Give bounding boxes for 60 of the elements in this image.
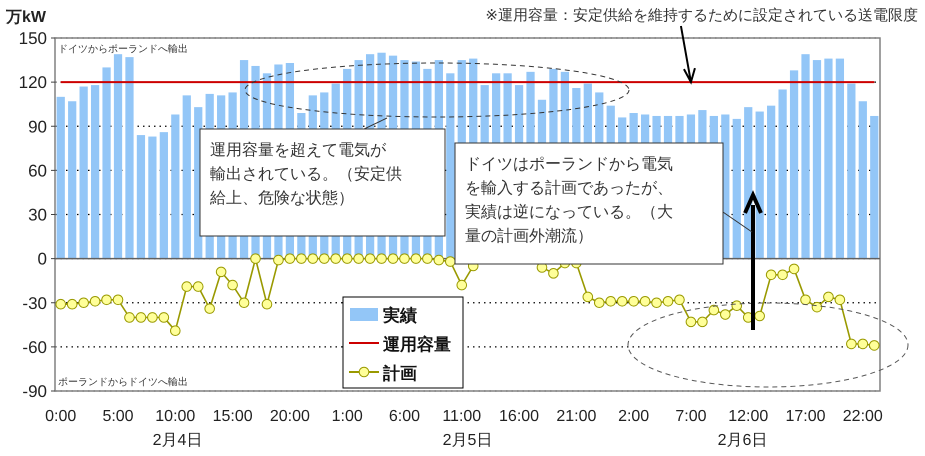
x-tick-label: 12:00 bbox=[728, 408, 768, 425]
y-tick-label: 30 bbox=[28, 206, 47, 224]
bar bbox=[102, 67, 111, 259]
y-tick-label: 60 bbox=[28, 161, 47, 180]
annotation: ※運用容量：安定供給を維持するために設定されている送電限度 bbox=[485, 7, 918, 24]
bar bbox=[148, 136, 157, 259]
annotation: ドイツはポーランドから電気を輸入する計画であったが、実績は逆になっている。（大量の計画外潮流） bbox=[465, 156, 673, 245]
bar bbox=[847, 84, 856, 259]
bar bbox=[858, 101, 867, 259]
bar bbox=[778, 89, 787, 259]
bar bbox=[836, 58, 844, 259]
bar bbox=[790, 70, 798, 259]
x-tick-label: 17:00 bbox=[785, 408, 826, 425]
y-tick-label: -90 bbox=[22, 382, 47, 401]
legend-label: 運用容量 bbox=[382, 335, 451, 354]
annotation: ※運用容量：安定供給を維持するために設定されている送電限度 bbox=[485, 7, 918, 85]
x-tick-label: 6:00 bbox=[388, 408, 420, 425]
bar bbox=[801, 54, 810, 259]
text: 2月5日 bbox=[442, 432, 492, 449]
y-tick-label: 120 bbox=[18, 73, 47, 92]
bar bbox=[114, 54, 122, 259]
bar bbox=[56, 96, 65, 259]
bar bbox=[767, 106, 776, 259]
x-tick-label: 16:00 bbox=[499, 408, 540, 425]
x-tick-label: 21:00 bbox=[556, 408, 596, 425]
bar bbox=[824, 58, 833, 259]
y-axis-title: 万kW bbox=[5, 9, 47, 26]
bar bbox=[171, 114, 180, 259]
annotation: ポーランドからドイツへ輸出 bbox=[58, 376, 188, 388]
text: 2月6日 bbox=[718, 432, 768, 449]
legend-label: 実績 bbox=[382, 306, 417, 325]
bar bbox=[90, 85, 100, 259]
bar bbox=[732, 118, 741, 259]
bar bbox=[870, 116, 878, 259]
x-tick-label: 11:00 bbox=[442, 408, 482, 425]
x-tick-label: 5:00 bbox=[102, 408, 134, 425]
bar bbox=[136, 135, 146, 259]
bar bbox=[160, 132, 168, 259]
bar bbox=[80, 86, 88, 259]
x-tick-label: 22:00 bbox=[842, 408, 883, 425]
y-tick-label: 90 bbox=[28, 117, 47, 136]
y-tick-label: -30 bbox=[22, 294, 47, 313]
y-tick-label: -60 bbox=[22, 338, 47, 357]
y-tick-label: 0 bbox=[38, 250, 47, 269]
annotation: ドイツからポーランドへ輸出 bbox=[58, 43, 188, 55]
y-tick-label: 150 bbox=[18, 29, 47, 48]
x-tick-label: 2:00 bbox=[618, 408, 650, 425]
x-tick-label: 1:00 bbox=[332, 408, 363, 425]
legend-label: 計画 bbox=[382, 364, 417, 383]
text: 2月4日 bbox=[152, 432, 202, 449]
x-tick-label: 0:00 bbox=[45, 408, 76, 425]
annotation: 運用容量を超えて電気が輸出されている。（安定供給上、危険な状態） bbox=[209, 141, 402, 207]
bar bbox=[812, 60, 822, 259]
bar bbox=[125, 57, 134, 259]
x-tick-label: 20:00 bbox=[270, 408, 310, 425]
x-tick-label: 7:00 bbox=[675, 408, 707, 425]
bar bbox=[182, 95, 191, 259]
bar bbox=[68, 101, 76, 259]
x-tick-label: 10:00 bbox=[155, 408, 196, 425]
x-tick-label: 15:00 bbox=[212, 408, 253, 425]
